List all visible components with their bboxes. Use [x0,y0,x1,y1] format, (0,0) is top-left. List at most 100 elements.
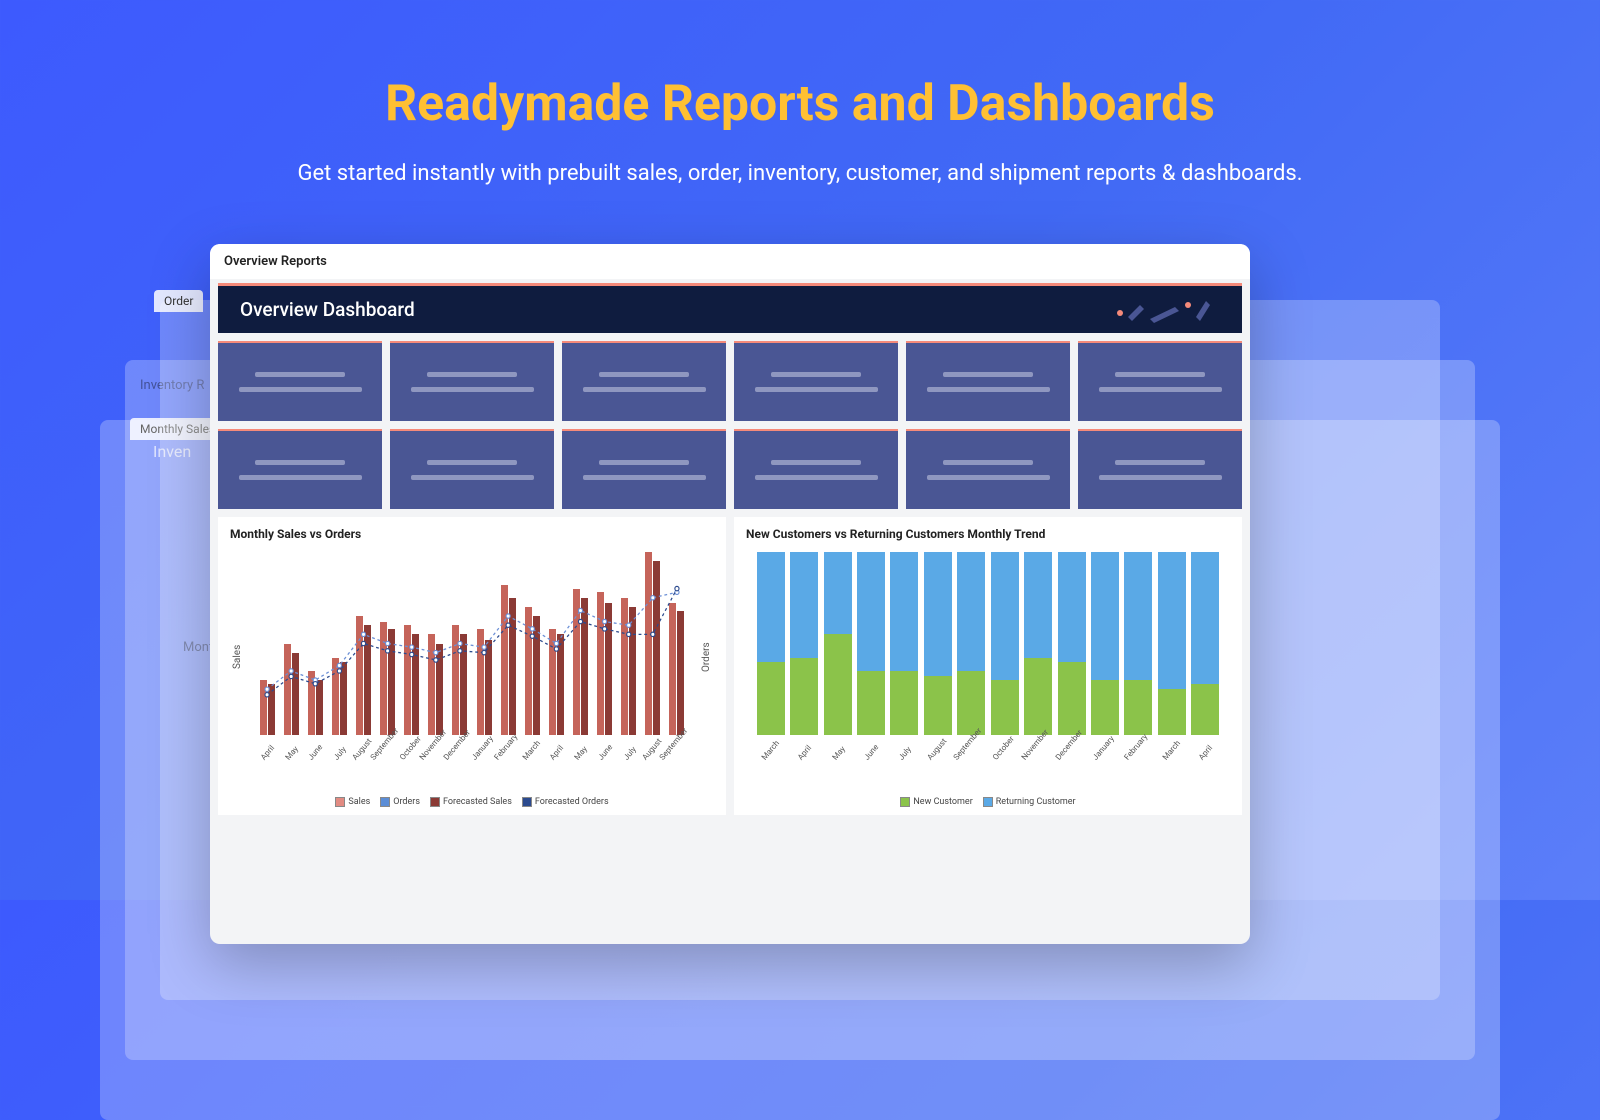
legend-item[interactable]: New Customer [900,797,972,807]
kpi-card[interactable] [562,341,726,421]
bar-group: June [597,552,612,735]
kpi-card[interactable] [390,341,554,421]
stacked-bar: July [890,552,918,735]
new-segment [1191,684,1219,735]
new-segment [924,676,952,735]
orders-bar [581,598,588,735]
dashboard-hero-bar: Overview Dashboard [218,283,1242,333]
kpi-card[interactable] [1078,341,1242,421]
bar-group: September [669,552,684,735]
legend-item[interactable]: Returning Customer [983,797,1076,807]
x-tick-label: February [1123,732,1150,762]
dashboard-title: Overview Dashboard [240,298,415,321]
orders-bar [268,684,275,735]
stacked-bar: April [790,552,818,735]
x-tick-label: May [830,744,847,761]
x-tick-label: June [307,743,325,762]
stacked-bar: August [924,552,952,735]
kpi-card[interactable] [562,429,726,509]
customers-plot-area: MarchAprilMayJuneJulyAugustSeptemberOcto… [746,547,1230,767]
bar-group: February [501,552,516,735]
x-tick-label: June [596,743,614,762]
new-segment [890,671,918,735]
x-tick-label: May [284,744,301,761]
sales-plot-area: AprilMayJuneJulyAugustSeptemberOctoberNo… [245,547,699,767]
stacked-bar: May [824,552,852,735]
x-tick-label: March [759,739,780,762]
sales-bar [669,603,676,735]
orders-bar [557,634,564,735]
stacked-bar: March [757,552,785,735]
orders-bar [485,640,492,735]
bar-group: April [549,552,564,735]
kpi-card[interactable] [906,429,1070,509]
sales-bar [525,607,532,735]
bg-tab-order: Order [154,290,203,312]
legend-item[interactable]: Sales [335,797,370,807]
returning-segment [1124,552,1152,680]
returning-segment [890,552,918,671]
sales-y-left-label: Sales [230,547,245,767]
sales-bar [356,616,363,735]
sales-bar [332,658,339,735]
bar-group: July [621,552,636,735]
legend-item[interactable]: Forecasted Sales [430,797,512,807]
sales-bar [645,552,652,735]
new-segment [957,671,985,735]
returning-segment [757,552,785,662]
x-tick-label: March [1160,739,1181,762]
stacked-bar: April [1191,552,1219,735]
kpi-card[interactable] [734,341,898,421]
bar-group: July [332,552,347,735]
hero-subtitle: Get started instantly with prebuilt sale… [0,161,1600,186]
kpi-card[interactable] [1078,429,1242,509]
bar-group: December [452,552,467,735]
returning-segment [857,552,885,671]
orders-bar [364,625,371,735]
stacked-bar: September [957,552,985,735]
kpi-card[interactable] [906,341,1070,421]
sales-bar [621,598,628,735]
x-tick-label: January [470,734,495,762]
x-tick-label: May [573,744,590,761]
bar-group: August [356,552,371,735]
x-tick-label: October [991,734,1016,761]
kpi-card[interactable] [218,341,382,421]
kpi-card[interactable] [734,429,898,509]
kpi-card[interactable] [218,429,382,509]
orders-bar [605,603,612,735]
main-dashboard-window: Overview Reports Overview Dashboard Mont… [210,244,1250,944]
returning-segment [1024,552,1052,658]
returning-segment [824,552,852,634]
sales-bar [380,622,387,735]
x-tick-label: June [862,743,880,762]
charts-row: Monthly Sales vs Orders Sales AprilMayJu… [210,517,1250,815]
legend-item[interactable]: Forecasted Orders [522,797,609,807]
sales-legend: Sales Orders Forecasted Sales Forecasted Or… [230,797,714,807]
sales-bar [260,680,267,735]
x-tick-label: July [332,745,348,762]
sales-bar [428,634,435,735]
returning-segment [924,552,952,676]
stacked-bar: February [1124,552,1152,735]
x-tick-label: April [259,744,276,762]
orders-bar [629,607,636,735]
new-segment [1124,680,1152,735]
kpi-card[interactable] [390,429,554,509]
returning-segment [957,552,985,671]
stacked-bar: March [1158,552,1186,735]
bar-group: September [380,552,395,735]
new-segment [1158,689,1186,735]
new-segment [1024,658,1052,735]
legend-item[interactable]: Orders [380,797,420,807]
new-segment [1058,662,1086,735]
sales-bar [404,625,411,735]
x-tick-label: February [493,732,520,762]
orders-bar [460,634,467,735]
customers-legend: New Customer Returning Customer [746,797,1230,807]
x-tick-label: January [1091,734,1116,762]
returning-segment [1091,552,1119,680]
x-tick-label: July [897,745,913,762]
x-tick-label: July [621,745,637,762]
customers-chart: New Customers vs Returning Customers Mon… [734,517,1242,815]
